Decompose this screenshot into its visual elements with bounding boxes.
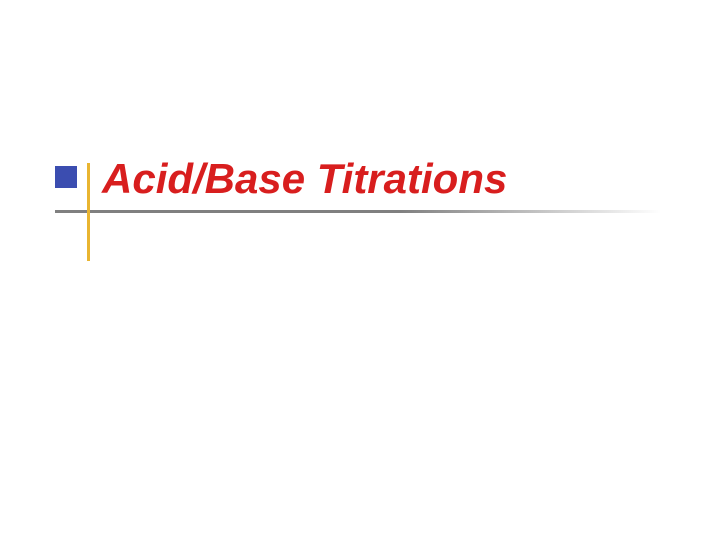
accent-horizontal-bar	[55, 210, 661, 213]
slide-title: Acid/Base Titrations	[102, 155, 507, 203]
slide: Acid/Base Titrations	[0, 0, 720, 540]
accent-vertical-bar	[87, 163, 90, 261]
accent-square	[55, 166, 77, 188]
